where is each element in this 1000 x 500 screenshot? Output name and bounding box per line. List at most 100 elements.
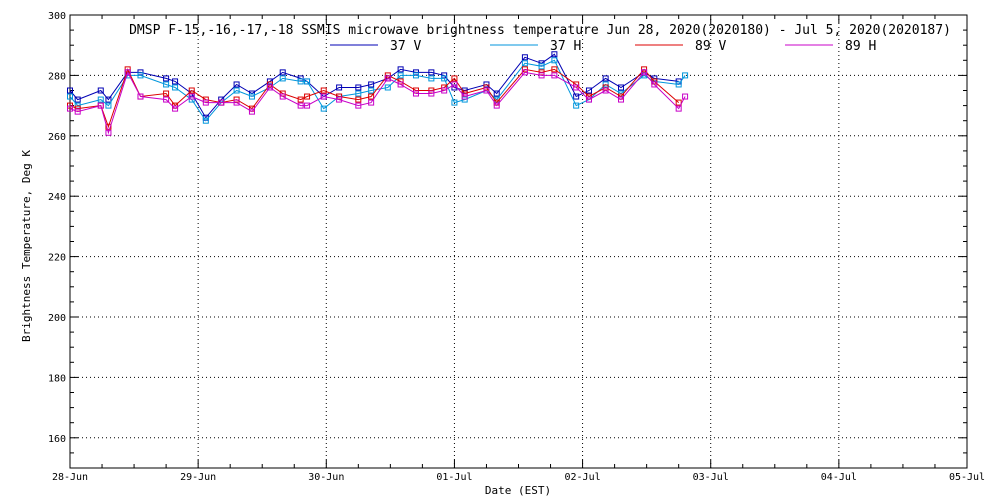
data-point xyxy=(218,99,225,106)
data-point xyxy=(397,66,404,73)
data-point xyxy=(105,102,112,109)
data-point xyxy=(163,75,170,82)
data-point xyxy=(172,105,179,112)
legend-item: 37 H xyxy=(490,39,581,54)
data-point xyxy=(573,93,580,100)
y-tick-label: 280 xyxy=(48,71,66,82)
x-tick-label: 28-Jun xyxy=(52,472,88,483)
data-point xyxy=(412,72,419,79)
data-point xyxy=(551,51,558,58)
legend-label: 37 V xyxy=(390,39,421,54)
chart-title: DMSP F-15,-16,-17,-18 SSMIS microwave br… xyxy=(129,23,951,38)
data-point xyxy=(355,90,362,97)
legend-label: 89 H xyxy=(845,39,876,54)
series-37-h xyxy=(67,57,689,124)
data-point xyxy=(551,72,558,79)
data-point xyxy=(188,93,195,100)
x-tick-label: 03-Jul xyxy=(693,472,729,483)
series-89-h xyxy=(67,69,689,136)
data-point xyxy=(172,84,179,91)
data-point xyxy=(320,93,327,100)
x-tick-label: 02-Jul xyxy=(565,472,601,483)
data-point xyxy=(493,90,500,97)
data-point xyxy=(124,69,131,76)
data-point xyxy=(202,99,209,106)
legend: 37 V 37 H 89 V 89 H xyxy=(330,39,876,54)
data-point xyxy=(233,81,240,88)
data-point xyxy=(67,105,73,112)
data-point xyxy=(397,72,404,79)
data-point xyxy=(573,84,580,91)
data-point xyxy=(493,102,500,109)
data-point xyxy=(105,129,112,136)
series-line xyxy=(69,71,686,135)
data-point xyxy=(336,93,343,100)
data-point xyxy=(355,102,362,109)
data-point xyxy=(233,99,240,106)
data-point xyxy=(602,75,609,82)
data-point xyxy=(320,105,327,112)
legend-item: 89 H xyxy=(785,39,876,54)
x-tick-label: 05-Jul xyxy=(949,472,985,483)
data-point xyxy=(368,81,375,88)
data-point xyxy=(67,93,73,100)
data-point xyxy=(397,81,404,88)
series-37-v xyxy=(67,51,682,121)
data-point xyxy=(551,66,558,73)
data-point xyxy=(521,69,528,76)
data-point xyxy=(202,96,209,103)
data-point xyxy=(67,87,73,94)
data-point xyxy=(682,72,689,79)
y-tick-label: 220 xyxy=(48,253,66,264)
data-point xyxy=(682,93,689,100)
x-tick-label: 04-Jul xyxy=(821,472,857,483)
data-point xyxy=(585,96,592,103)
y-tick-label: 180 xyxy=(48,373,66,384)
data-point xyxy=(428,69,435,76)
data-point xyxy=(451,99,458,106)
x-tick-label: 29-Jun xyxy=(180,472,216,483)
data-point xyxy=(551,57,558,64)
data-point xyxy=(172,78,179,85)
data-point xyxy=(336,96,343,103)
data-point xyxy=(641,69,648,76)
data-point xyxy=(279,93,286,100)
data-point xyxy=(428,90,435,97)
data-point xyxy=(97,102,104,109)
data-point xyxy=(651,81,658,88)
data-point xyxy=(297,96,304,103)
data-point xyxy=(297,78,304,85)
data-point xyxy=(675,105,682,112)
data-point xyxy=(137,72,144,79)
data-point xyxy=(304,93,311,100)
data-point xyxy=(297,102,304,109)
data-point xyxy=(202,117,209,124)
data-point xyxy=(538,72,545,79)
y-tick-label: 260 xyxy=(48,132,66,143)
data-point xyxy=(266,84,273,91)
data-point xyxy=(521,66,528,73)
data-point xyxy=(618,96,625,103)
data-point xyxy=(461,96,468,103)
axis-ticks: 28-Jun 29-Jun 30-Jun 01-Jul 02-Jul 03-Jul 04-J… xyxy=(48,11,985,483)
data-point xyxy=(461,93,468,100)
data-point xyxy=(412,90,419,97)
grid-lines xyxy=(70,15,967,468)
series-layer xyxy=(67,51,689,136)
data-point xyxy=(602,87,609,94)
x-axis-label: Date (EST) xyxy=(485,484,551,497)
data-point xyxy=(355,84,362,91)
data-point xyxy=(675,99,682,106)
data-point xyxy=(188,87,195,94)
data-point xyxy=(248,108,255,115)
data-point xyxy=(279,75,286,82)
legend-label: 37 H xyxy=(550,39,581,54)
data-point xyxy=(384,75,391,82)
y-tick-label: 160 xyxy=(48,434,66,445)
plot-frame xyxy=(69,14,968,469)
data-point xyxy=(451,81,458,88)
data-point xyxy=(163,81,170,88)
data-point xyxy=(521,60,528,67)
